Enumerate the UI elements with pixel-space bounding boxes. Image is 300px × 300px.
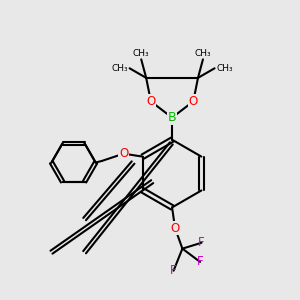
Text: O: O bbox=[119, 147, 128, 160]
Text: O: O bbox=[170, 221, 180, 235]
Text: O: O bbox=[189, 95, 198, 108]
Text: CH₃: CH₃ bbox=[133, 49, 149, 58]
Text: O: O bbox=[146, 95, 155, 108]
Text: CH₃: CH₃ bbox=[216, 64, 233, 73]
Text: F: F bbox=[197, 255, 203, 268]
Text: F: F bbox=[198, 236, 205, 249]
Text: CH₃: CH₃ bbox=[195, 49, 211, 58]
Text: B: B bbox=[168, 111, 176, 124]
Text: CH₃: CH₃ bbox=[112, 64, 128, 73]
Text: F: F bbox=[170, 264, 177, 277]
